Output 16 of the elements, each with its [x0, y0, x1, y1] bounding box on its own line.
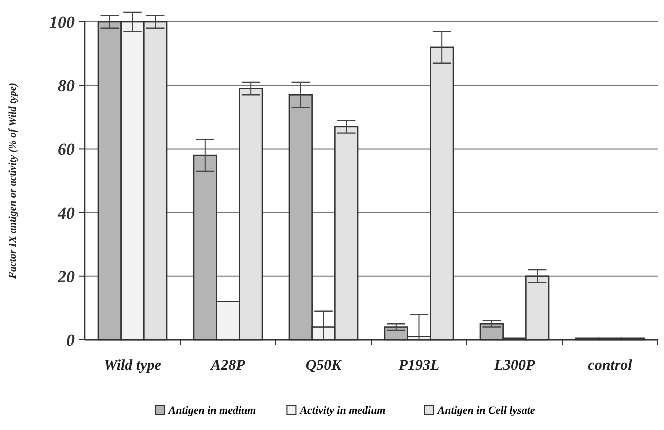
x-tick-label: control — [588, 358, 634, 374]
x-tick-label: Q50K — [306, 358, 343, 374]
x-tick-label: P193L — [398, 358, 440, 374]
legend-label: Activity in medium — [299, 405, 386, 417]
y-tick-label: 40 — [57, 204, 76, 223]
y-tick-label: 60 — [58, 140, 76, 160]
x-tick-label: Wild type — [104, 358, 162, 374]
y-axis-title: Factor IX antigen or activity (% of Wild type) — [8, 83, 19, 280]
x-tick-label: L300P — [493, 358, 536, 374]
y-tick-label: 100 — [50, 12, 76, 32]
y-tick-label: 0 — [66, 330, 76, 350]
y-tick-label: 80 — [58, 76, 76, 96]
x-tick-label: A28P — [210, 358, 246, 374]
y-tick-label: 20 — [57, 267, 76, 286]
legend-label: Antigen in medium — [168, 405, 257, 417]
legend-label: Antigen in Cell lysate — [436, 405, 536, 417]
